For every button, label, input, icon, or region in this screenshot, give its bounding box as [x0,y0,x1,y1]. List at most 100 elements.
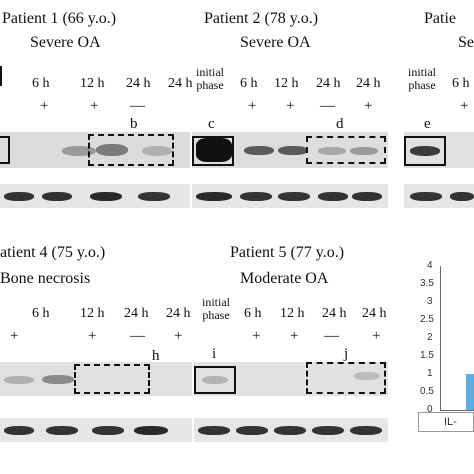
band [450,192,474,201]
panel-5-title: Patient 5 (77 y.o.) [230,244,345,261]
panel-3-subtitle: Se [458,34,474,51]
panel-2-lane-2: 12 h [274,76,299,91]
panel-5-letter-j: j [344,346,349,362]
y-tick-label: 0 [427,404,433,415]
panel-1-solid-box [0,136,10,164]
panel-5-solid-box [194,366,236,394]
panel-1-blot-strip [0,132,190,168]
panel-1-lane-4: 24 h [168,76,193,91]
y-tick-label: 3 [427,296,433,307]
panel-5-initial-phase: initial phase [202,295,230,322]
x-axis [440,410,474,411]
panel-4-blot-strip [0,362,192,396]
panel-3-lane-1: 6 h [452,76,470,91]
panel-3-letter-e: e [424,116,431,132]
panel-4-lane-2: 12 h [80,306,105,321]
panel-4-sign-1: + [10,328,19,344]
panel-4-dashed-box [74,364,150,394]
band [196,192,232,201]
panel-2-initial-phase: initial phase [196,65,224,92]
panel-1-cut-mark [0,66,5,86]
band [352,192,382,201]
panel-2-lane-1: 6 h [240,76,258,91]
y-axis [440,266,441,410]
panel-2-lane-4: 24 h [356,76,381,91]
band [42,375,74,384]
band [354,372,380,380]
band [4,426,34,435]
band [202,376,228,384]
x-category-label: IL- [444,416,457,428]
panel-2-sign-2: + [286,98,295,114]
panel-1-sign-3: — [130,98,145,114]
y-tick-label: 3.5 [420,278,434,289]
panel-4-sign-2: + [88,328,97,344]
band [318,192,348,201]
band [138,192,170,201]
panel-4-loading-strip [0,418,192,442]
panel-3-blot-strip [404,132,474,168]
panel-4-sign-3: — [130,328,145,344]
panel-5-sign-3: — [324,328,339,344]
panel-1-title: Patient 1 (66 y.o.) [2,10,117,27]
band [410,146,440,156]
panel-5-dashed-box [306,362,386,394]
panel-5-letter-i: i [212,346,217,362]
panel-1-sign-1: + [40,98,49,114]
panel-4-lane-3: 24 h [124,306,149,321]
panel-1-lane-3: 24 h [126,76,151,91]
panel-4-lane-4: 24 h [166,306,191,321]
panel-1-sign-2: + [90,98,99,114]
panel-2-subtitle: Severe OA [240,34,311,51]
panel-5-sign-4: + [372,328,381,344]
band [90,192,122,201]
panel-5-lane-2: 12 h [280,306,305,321]
band [278,146,308,155]
panel-1-dashed-box [88,134,174,166]
band [236,426,268,435]
y-tick-label: 1.5 [420,350,434,361]
band [410,192,442,201]
panel-2-letter-c: c [208,116,215,132]
panel-2-sign-1: + [248,98,257,114]
y-tick-label: 4 [427,260,433,271]
panel-2-solid-box [192,136,234,166]
band [244,146,274,155]
y-tick-label: 1 [427,368,433,379]
panel-3-solid-box [404,136,446,166]
band [142,146,172,156]
band [46,426,78,435]
panel-2-loading-strip [192,184,388,208]
panel-2-letter-d: d [336,116,344,132]
panel-4-subtitle: Bone necrosis [0,270,91,287]
panel-5-lane-3: 24 h [322,306,347,321]
y-tick-label: 2 [427,332,433,343]
band [4,376,34,384]
panel-5-lane-4: 24 h [362,306,387,321]
panel-1-lane-1: 6 h [32,76,50,91]
band [318,147,346,155]
panel-5-sign-2: + [290,328,299,344]
panel-2-sign-4: + [364,98,373,114]
band [62,146,96,156]
band [350,426,382,435]
panel-1-loading-strip [0,184,190,208]
panel-4-letter-h: h [152,348,160,364]
panel-5-subtitle: Moderate OA [240,270,329,287]
y-tick-label: 2.5 [420,314,434,325]
panel-5-sign-1: + [252,328,261,344]
panel-3-initial-phase: initial phase [408,65,436,92]
panel-4-title: atient 4 (75 y.o.) [0,244,106,261]
band [42,192,72,201]
band [198,426,230,435]
band [350,147,378,155]
bar-il [466,374,474,410]
panel-5-loading-strip [194,418,388,442]
band [278,192,310,201]
panel-2-lane-3: 24 h [316,76,341,91]
panel-1-letter-b: b [130,116,138,132]
band [196,138,232,162]
band [92,426,124,435]
band [4,192,34,201]
y-tick-label: 0.5 [420,386,434,397]
